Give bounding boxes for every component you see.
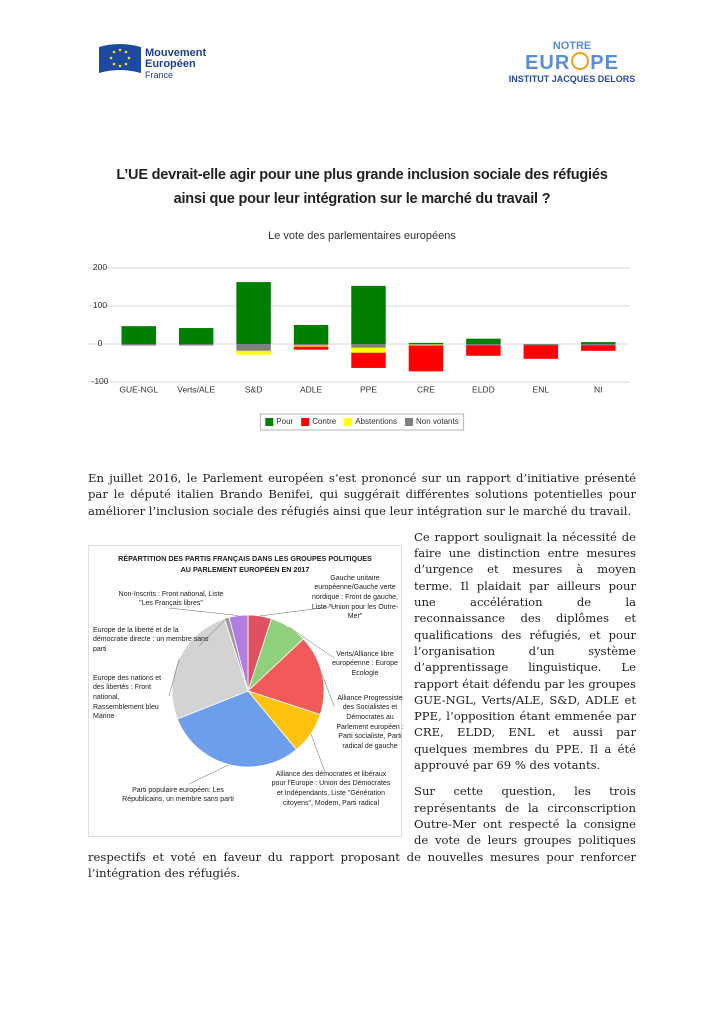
paragraph: Ce rapport soulignait la nécessité de fa…: [414, 529, 636, 773]
legend: Pour Contre Abstentions Non votants: [259, 413, 465, 431]
x-tick-label: ADLE: [300, 384, 323, 394]
logo-text: INSTITUT: [508, 74, 550, 84]
chart-subtitle: Le vote des parlementaires européens: [268, 230, 456, 242]
eu-flag: [99, 44, 141, 73]
y-tick-label: 0: [98, 338, 103, 348]
pie-label: Gauche unitaire européenne/Gauche verte …: [311, 574, 399, 621]
legend-label: Non votants: [416, 417, 459, 426]
legend-label: Pour: [276, 417, 293, 426]
logo-text: EUR: [525, 52, 571, 74]
pie-label: Verts/Alliance libre européenne : Europe…: [332, 650, 398, 678]
logo-mouvement-europeen: Mouvement Européen France: [97, 38, 227, 88]
body-text: En juillet 2016, le Parlement européen s…: [88, 470, 636, 891]
x-tick-label: ENL: [533, 384, 550, 394]
bar-segment: [236, 282, 271, 344]
pie-label: Alliance Progressiste des Socialistes et…: [336, 694, 404, 750]
logo-text: NOTRE: [552, 40, 592, 52]
legend-swatch: [405, 418, 414, 426]
bar-segment: [408, 342, 444, 344]
x-tick-label: Verts/ALE: [177, 384, 215, 394]
x-tick-label: CRE: [417, 384, 435, 394]
title-line: ainsi que pour leur intégration sur le m…: [173, 191, 551, 207]
bar-segment: [351, 285, 386, 344]
bar-segment: [351, 352, 386, 368]
bar-segment: [121, 344, 156, 346]
pie-label: Non-Inscrits : Front national, Liste "Le…: [118, 590, 224, 608]
title: L’UE devrait-elle agir pour une plus gra…: [80, 163, 644, 211]
leader-line: [259, 605, 338, 617]
bar-segment: [293, 344, 329, 346]
x-tick-label: ELDD: [472, 384, 495, 394]
logo-line: INSTITUT JACQUES DELORS: [492, 73, 652, 85]
pie-chart: [168, 605, 338, 785]
bar-segment: [293, 325, 329, 344]
legend-label: Abstentions: [355, 417, 397, 426]
legend-swatch: [265, 418, 274, 426]
bar-segment: [293, 346, 329, 350]
x-tick-label: S&D: [245, 384, 262, 394]
logo-notre-europe: NOTRE EUR PE INSTITUT JACQUES DELORS: [492, 30, 652, 90]
bar-segment: [351, 347, 386, 353]
title-line: L’UE devrait-elle agir pour une plus gra…: [116, 167, 608, 183]
bar-segment: [408, 344, 444, 345]
y-tick-label: -100: [91, 376, 108, 386]
bar-segment: [581, 344, 616, 346]
pie-figure: RÉPARTITION DES PARTIS FRANÇAIS DANS LES…: [88, 544, 404, 837]
logo-text: Européen: [145, 58, 196, 70]
leader-line: [198, 617, 227, 647]
paragraph: Sur cette question, les trois représenta…: [88, 784, 636, 880]
bar-chart: Le vote des parlementaires européens -100…: [88, 230, 630, 431]
bar-segment: [581, 342, 616, 344]
logo-text: France: [145, 70, 174, 80]
x-tick-label: PPE: [360, 384, 377, 394]
bar-segment: [178, 344, 214, 346]
y-tick-label: 200: [93, 262, 107, 272]
pie-label: Europe de la liberté et de la démocratie…: [93, 626, 209, 654]
pie-title-line: RÉPARTITION DES PARTIS FRANÇAIS DANS LES…: [118, 553, 372, 563]
legend-swatch: [301, 418, 310, 426]
bar-segment: [408, 345, 444, 372]
bar-segment: [466, 338, 501, 344]
pie-title: RÉPARTITION DES PARTIS FRANÇAIS DANS LES…: [89, 553, 401, 575]
bar-segment: [293, 345, 329, 347]
bar-segment: [466, 345, 501, 356]
bar-segment: [236, 344, 271, 351]
pie-slice: [247, 638, 325, 715]
pie-slice: [228, 614, 249, 691]
bar-segment: [121, 326, 156, 344]
bar-segment: [178, 328, 214, 344]
legend-label: Contre: [312, 417, 337, 426]
bar-segment: [236, 350, 271, 355]
pie-label: Europe des nations et des libertés : Fro…: [93, 674, 162, 721]
leader-line: [321, 674, 335, 706]
logo-icon: [571, 52, 590, 70]
paragraph: En juillet 2016, le Parlement européen s…: [88, 471, 636, 518]
logo-text: JACQUES DELORS: [551, 74, 636, 84]
pie-slice: [171, 618, 249, 720]
x-tick-label: GUE-NGL: [119, 384, 158, 394]
logo-text: Mouvement: [145, 47, 207, 59]
text-flow: RÉPARTITION DES PARTIS FRANÇAIS DANS LES…: [88, 529, 636, 881]
leader-line: [168, 607, 239, 616]
pie-label: Alliance des démocrates et libéraux pour…: [271, 770, 391, 807]
x-tick-label: NI: [594, 384, 603, 394]
bar-segment: [581, 345, 616, 351]
y-tick-label: 100: [93, 300, 107, 310]
legend-box: [259, 413, 465, 431]
bar-segment: [523, 345, 559, 359]
bar-segment: [351, 344, 386, 348]
pie-title-line: AU PARLEMENT EUROPÉEN EN 2017: [180, 564, 310, 574]
logo-line: EUR PE: [492, 52, 652, 73]
bar-segment: [523, 344, 559, 346]
leader-line: [188, 764, 230, 785]
leader-line: [288, 626, 335, 659]
bar-segment: [466, 344, 501, 346]
legend-swatch: [344, 418, 353, 426]
leader-line: [168, 658, 180, 696]
logo-text: PE: [590, 52, 619, 74]
leader-line: [310, 733, 326, 772]
bar-segment: [408, 344, 444, 346]
pie-label: Parti populaire européen: Les Républicai…: [122, 786, 234, 804]
